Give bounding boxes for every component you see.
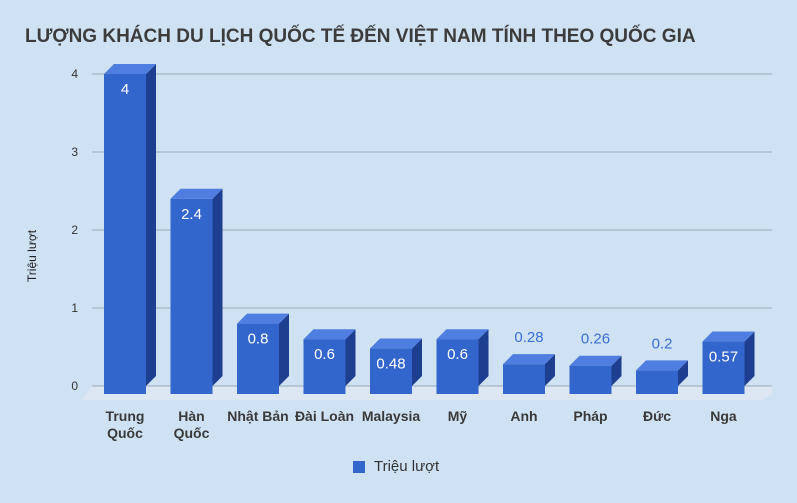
bar-top-5: [436, 329, 489, 340]
data-label-9: 0.57: [709, 349, 738, 366]
bar-side-0: [146, 64, 156, 386]
data-label-2: 0.8: [248, 331, 269, 348]
y-tick-label-3: 3: [71, 145, 78, 159]
bar-7: [569, 365, 612, 394]
bar-top-7: [569, 355, 622, 366]
bar-1: [170, 198, 213, 394]
bar-9: [702, 341, 745, 394]
data-label-5: 0.6: [447, 346, 468, 363]
bar-3: [303, 339, 346, 394]
bar-side-2: [279, 313, 289, 386]
legend-swatch: [353, 460, 365, 473]
category-label-0-1: Quốc: [107, 425, 143, 441]
bar-side-5: [478, 329, 489, 386]
bar-top-0: [104, 64, 156, 74]
data-label-8: 0.2: [652, 335, 673, 352]
category-label-1-0: Hàn: [178, 408, 204, 424]
bar-side-9: [744, 331, 755, 386]
data-label-3: 0.6: [314, 346, 335, 363]
legend-label: Triệu lượt: [374, 458, 440, 475]
y-tick-label-1: 1: [71, 301, 78, 315]
category-label-6-0: Anh: [510, 408, 537, 424]
legend: Triệu lượt: [353, 458, 439, 475]
data-label-4: 0.48: [376, 356, 405, 373]
bar-8: [636, 370, 678, 394]
data-label-1: 2.4: [181, 206, 202, 223]
bar-5: [436, 339, 479, 394]
bar-6: [503, 364, 545, 394]
category-label-9-0: Nga: [710, 408, 737, 424]
bar-side-3: [345, 329, 356, 386]
bar-side-7: [611, 355, 622, 386]
bar-top-4: [370, 338, 422, 349]
bar-top-3: [303, 329, 356, 340]
bar-0: [104, 74, 146, 394]
category-label-7-0: Pháp: [573, 408, 607, 424]
category-label-4-0: Malaysia: [362, 408, 421, 424]
data-label-6: 0.28: [514, 329, 543, 346]
bar-side-8: [678, 360, 688, 386]
data-label-7: 0.26: [581, 331, 610, 348]
y-axis-label: Triệu lượt: [25, 229, 39, 282]
category-label-8-0: Đức: [643, 408, 671, 424]
bar-4: [370, 348, 412, 394]
chart-title: LƯỢNG KHÁCH DU LỊCH QUỐC TẾ ĐẾN VIỆT NAM…: [25, 26, 696, 47]
y-tick-label-0: 0: [71, 379, 78, 393]
category-label-1-1: Quốc: [174, 425, 210, 441]
bar-top-8: [636, 360, 688, 371]
bar-top-2: [237, 313, 289, 324]
category-label-0-0: Trung: [106, 408, 145, 424]
y-tick-label-4: 4: [71, 67, 78, 81]
bar-top-1: [170, 188, 223, 199]
y-tick-label-2: 2: [71, 223, 78, 237]
bar-top-6: [503, 354, 555, 365]
data-label-0: 4: [121, 81, 129, 98]
bar-2: [237, 323, 279, 394]
bar-top-9: [702, 331, 755, 342]
category-label-3-0: Đài Loàn: [295, 408, 354, 424]
bar-side-1: [212, 188, 223, 386]
category-label-2-0: Nhật Bản: [227, 408, 288, 424]
category-label-5-0: Mỹ: [448, 408, 468, 424]
bar-side-6: [545, 354, 555, 386]
bar-side-4: [412, 338, 422, 386]
